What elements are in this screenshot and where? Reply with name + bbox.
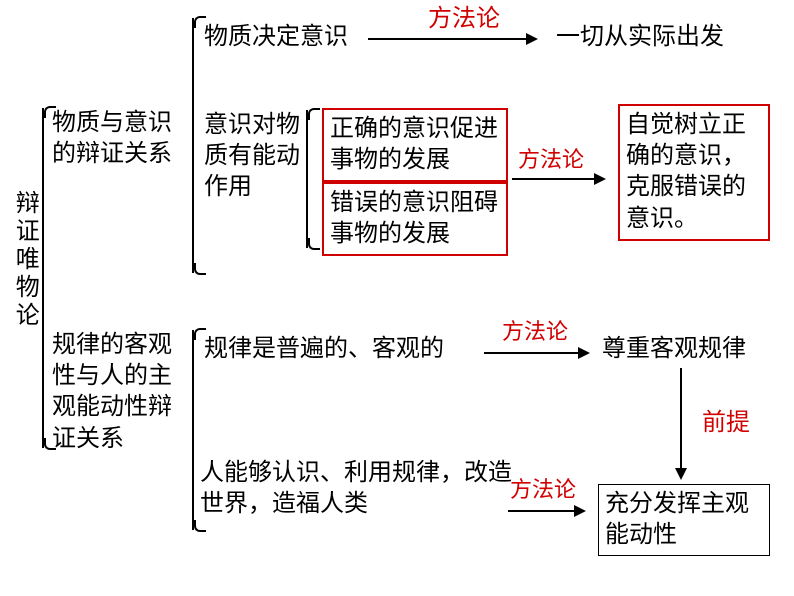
branch1-bracket bbox=[192, 18, 194, 273]
b2s2-method-label: 方法论 bbox=[510, 476, 576, 505]
branch1-label: 物质与意识的辩证关系 bbox=[52, 108, 192, 170]
b1s2-method-label: 方法论 bbox=[518, 146, 584, 175]
b2s2-conclusion: 充分发挥主观能动性 bbox=[598, 484, 770, 556]
b1s2-bracket bbox=[306, 110, 308, 248]
root-label: 辩证唯物论 bbox=[8, 190, 39, 330]
b1s2-box2: 错误的意识阻碍事物的发展 bbox=[322, 182, 508, 256]
b1s1-method-label: 方法论 bbox=[428, 4, 500, 35]
b1s1-principle: 物质决定意识 bbox=[204, 22, 348, 53]
b1s2-label: 意识对物质有能动作用 bbox=[204, 110, 304, 204]
b1s2-arrow bbox=[512, 178, 604, 180]
b2s2-arrow bbox=[508, 510, 584, 512]
root-bracket bbox=[42, 108, 44, 448]
premise-label: 前提 bbox=[702, 408, 750, 439]
premise-arrow bbox=[680, 368, 682, 478]
b2s1-method-label: 方法论 bbox=[502, 318, 568, 347]
b1s1-arrow bbox=[368, 38, 536, 40]
b2s1-principle: 规律是普遍的、客观的 bbox=[204, 334, 444, 365]
b2s2-principle: 人能够认识、利用规律，改造世界，造福人类 bbox=[200, 458, 512, 520]
b2s1-conclusion: 尊重客观规律 bbox=[602, 334, 746, 365]
b2s1-arrow bbox=[484, 352, 588, 354]
branch2-label: 规律的客观性与人的主观能动性辩证关系 bbox=[52, 330, 192, 455]
branch2-bracket bbox=[192, 330, 194, 530]
b1s2-box1: 正确的意识促进事物的发展 bbox=[322, 108, 508, 182]
b1s1-conclusion: 一切从实际出发 bbox=[556, 22, 724, 53]
b1s2-conclusion: 自觉树立正确的意识，克服错误的意识。 bbox=[618, 104, 770, 241]
